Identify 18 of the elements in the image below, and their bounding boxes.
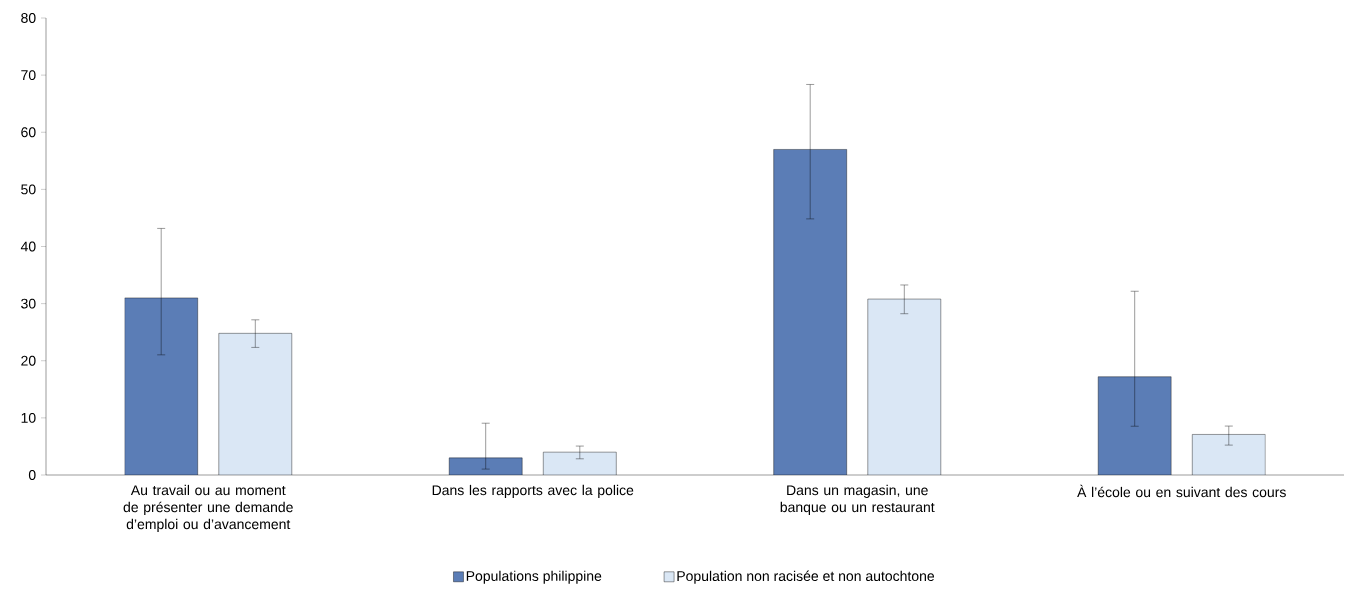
y-tick-label: 70 (21, 70, 36, 81)
x-tick-label: Au travail ou au moment de présenter une demande d’emploi ou d’avancement (123, 484, 293, 532)
y-tick-label: 0 (28, 470, 36, 480)
y-tick-label: 50 (21, 184, 36, 195)
bar (773, 149, 847, 475)
y-tick-label: 10 (21, 412, 36, 423)
bar (124, 297, 198, 475)
x-tick-label: Dans les rapports avec la police (432, 484, 634, 498)
legend-label: Population non racisée et non autochtone (677, 570, 935, 584)
y-tick-label: 80 (21, 13, 36, 23)
legend-label: Populations philippine (466, 570, 602, 584)
y-tick-label: 60 (21, 127, 36, 138)
x-tick-label: Dans un magasin, une banque ou un restaurant (780, 484, 935, 515)
x-tick-label: À l’école ou en suivant des cours (1077, 484, 1286, 498)
bar (1097, 376, 1172, 475)
y-tick-label: 20 (21, 355, 36, 366)
y-tick-label: 40 (20, 241, 36, 252)
y-tick-label: 30 (21, 298, 36, 309)
